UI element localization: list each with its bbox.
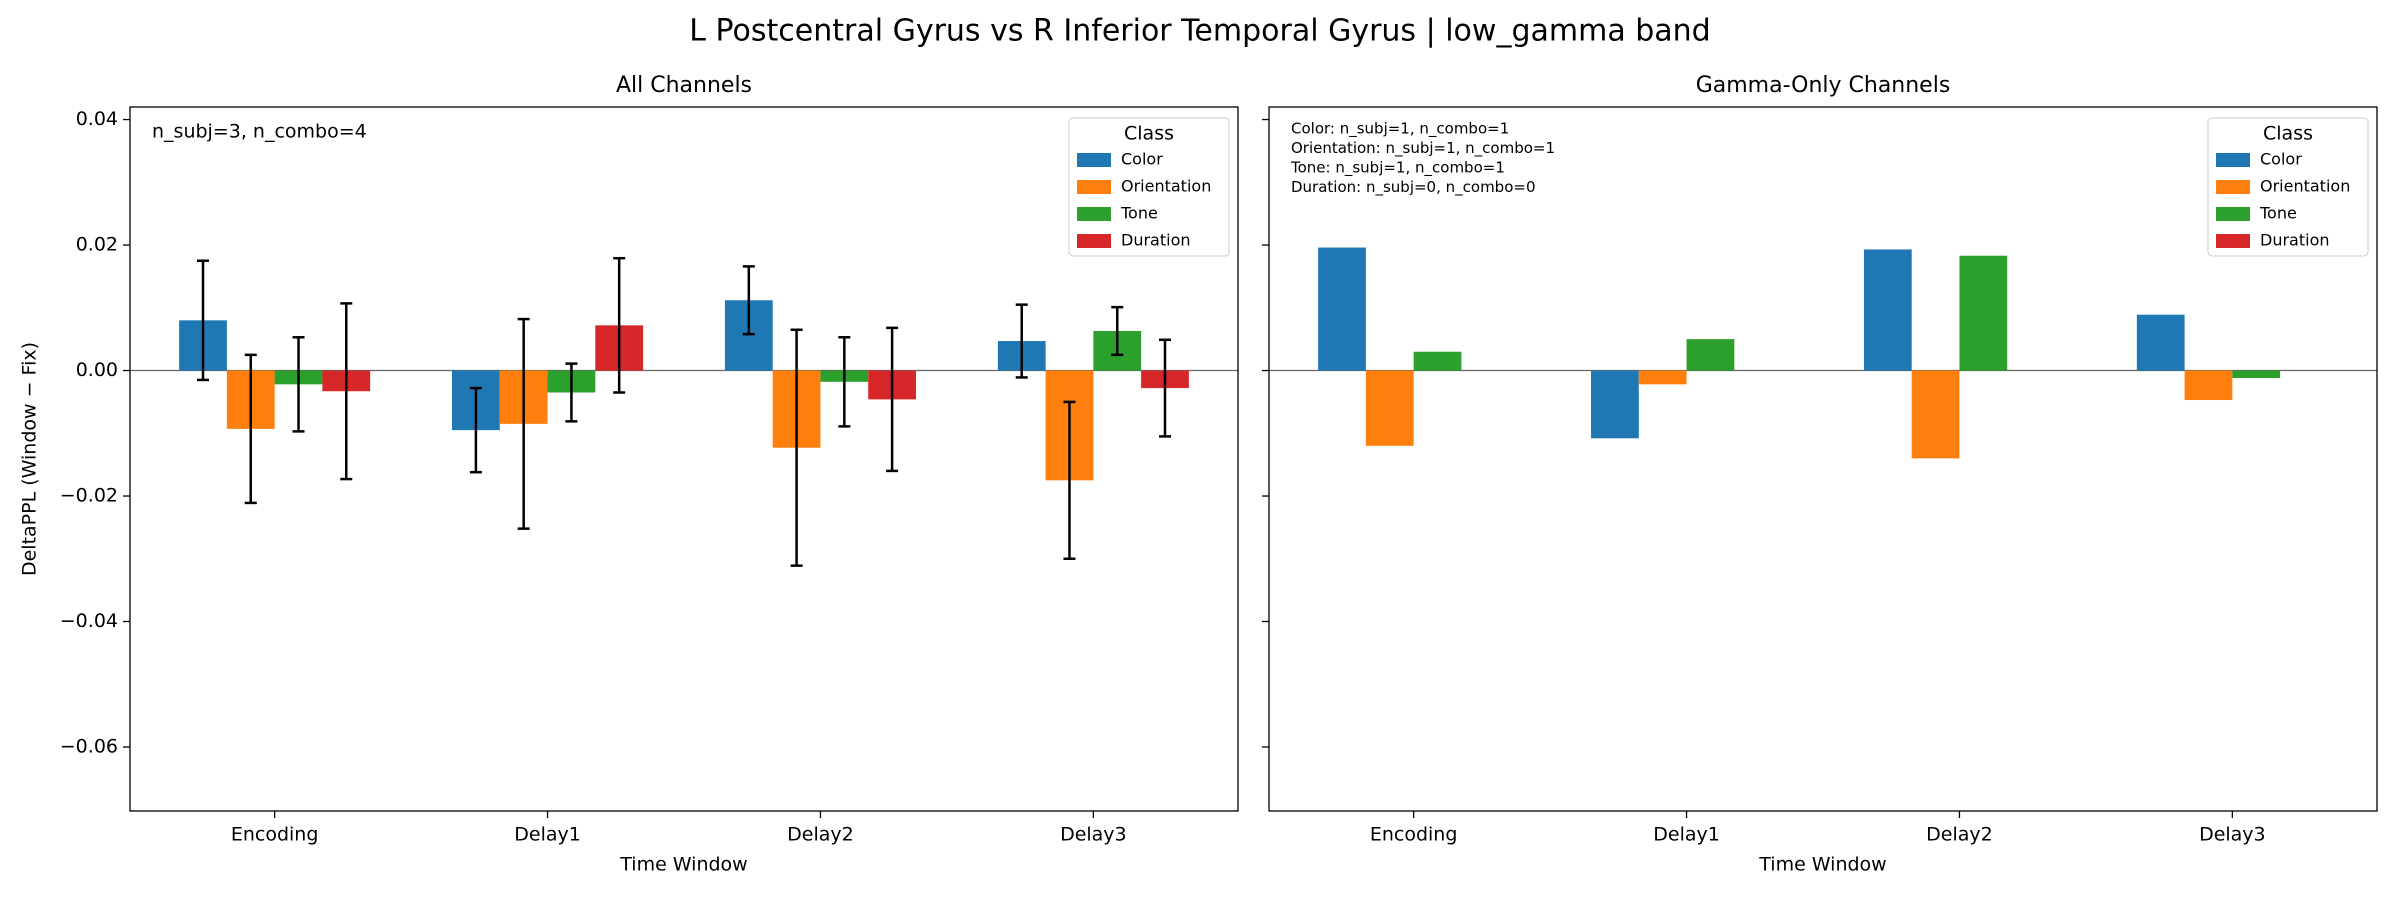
y-tick-label: −0.06 <box>60 736 118 758</box>
error-bar <box>292 336 305 433</box>
bar <box>1413 351 1462 371</box>
error-bar <box>244 353 257 505</box>
axes-frame <box>129 106 1239 812</box>
error-bar <box>197 259 210 382</box>
error-bar <box>1015 303 1028 379</box>
error-bar <box>838 336 851 428</box>
legend-swatch <box>1077 153 1111 167</box>
error-bar <box>790 328 803 567</box>
x-tick-label: Delay2 <box>1926 824 1993 846</box>
x-tick-label: Delay1 <box>514 824 581 846</box>
x-tick-label: Encoding <box>231 824 319 846</box>
bar <box>2136 314 2185 371</box>
y-axis-label: DeltaPPL (Window − Fix) <box>19 342 41 576</box>
x-tick-label: Delay1 <box>1653 824 1720 846</box>
legend-label: Tone <box>1120 204 1158 223</box>
legend-box <box>2207 117 2369 257</box>
legend-label: Tone <box>2259 204 2297 223</box>
y-tick-label: −0.04 <box>60 610 118 632</box>
annotation: Orientation: n_subj=1, n_combo=1 <box>1291 139 1555 158</box>
bar <box>1318 247 1366 371</box>
bar <box>1365 370 1414 446</box>
legend-label: Duration <box>2260 231 2330 250</box>
bar <box>1959 255 2008 371</box>
legend-swatch <box>2216 153 2250 167</box>
annotation: Duration: n_subj=0, n_combo=0 <box>1291 178 1536 197</box>
bar <box>1638 370 1687 385</box>
legend-swatch <box>2216 234 2250 248</box>
error-bar <box>742 265 755 336</box>
y-tick-label: 0.02 <box>76 234 118 256</box>
x-axis-label: Time Window <box>1758 854 1886 876</box>
legend-swatch <box>2216 180 2250 194</box>
legend-label: Duration <box>1121 231 1191 250</box>
error-bar <box>1158 338 1171 438</box>
error-bar <box>886 326 899 473</box>
error-bar <box>517 317 530 530</box>
x-tick-label: Delay2 <box>787 824 854 846</box>
legend-title: Class <box>2263 123 2313 145</box>
legend-title: Class <box>1124 123 1174 145</box>
legend-swatch <box>1077 207 1111 221</box>
bar <box>1911 370 1960 459</box>
axes-frame <box>1268 106 2378 812</box>
x-tick-label: Delay3 <box>2199 824 2266 846</box>
legend-box <box>1068 117 1230 257</box>
x-axis-label: Time Window <box>619 854 747 876</box>
annotation: Tone: n_subj=1, n_combo=1 <box>1290 159 1505 178</box>
legend-label: Orientation <box>1121 177 1211 196</box>
bar <box>1591 370 1639 439</box>
legend-label: Color <box>2260 150 2302 169</box>
error-bar <box>1111 305 1124 357</box>
bar <box>2232 370 2281 379</box>
error-bar <box>565 362 578 423</box>
error-bar <box>613 256 626 394</box>
error-bar <box>1063 400 1076 561</box>
y-tick-label: 0.04 <box>76 108 118 130</box>
axes-title: Gamma-Only Channels <box>1696 73 1951 98</box>
y-tick-label: 0.00 <box>76 359 118 381</box>
legend-label: Color <box>1121 150 1163 169</box>
legend-swatch <box>1077 234 1111 248</box>
bar <box>2184 370 2233 401</box>
x-tick-label: Delay3 <box>1060 824 1127 846</box>
legend-swatch <box>1077 180 1111 194</box>
x-tick-label: Encoding <box>1370 824 1458 846</box>
bar <box>1863 249 1912 371</box>
annotation: n_subj=3, n_combo=4 <box>152 121 367 143</box>
bar <box>1686 339 1735 371</box>
y-tick-label: −0.02 <box>60 485 118 507</box>
error-bar <box>469 386 482 474</box>
axes-title: All Channels <box>616 73 752 98</box>
figure-title: L Postcentral Gyrus vs R Inferior Tempor… <box>689 14 1710 49</box>
legend-label: Orientation <box>2260 177 2350 196</box>
error-bar <box>340 302 353 481</box>
annotation: Color: n_subj=1, n_combo=1 <box>1291 120 1509 139</box>
legend-swatch <box>2216 207 2250 221</box>
